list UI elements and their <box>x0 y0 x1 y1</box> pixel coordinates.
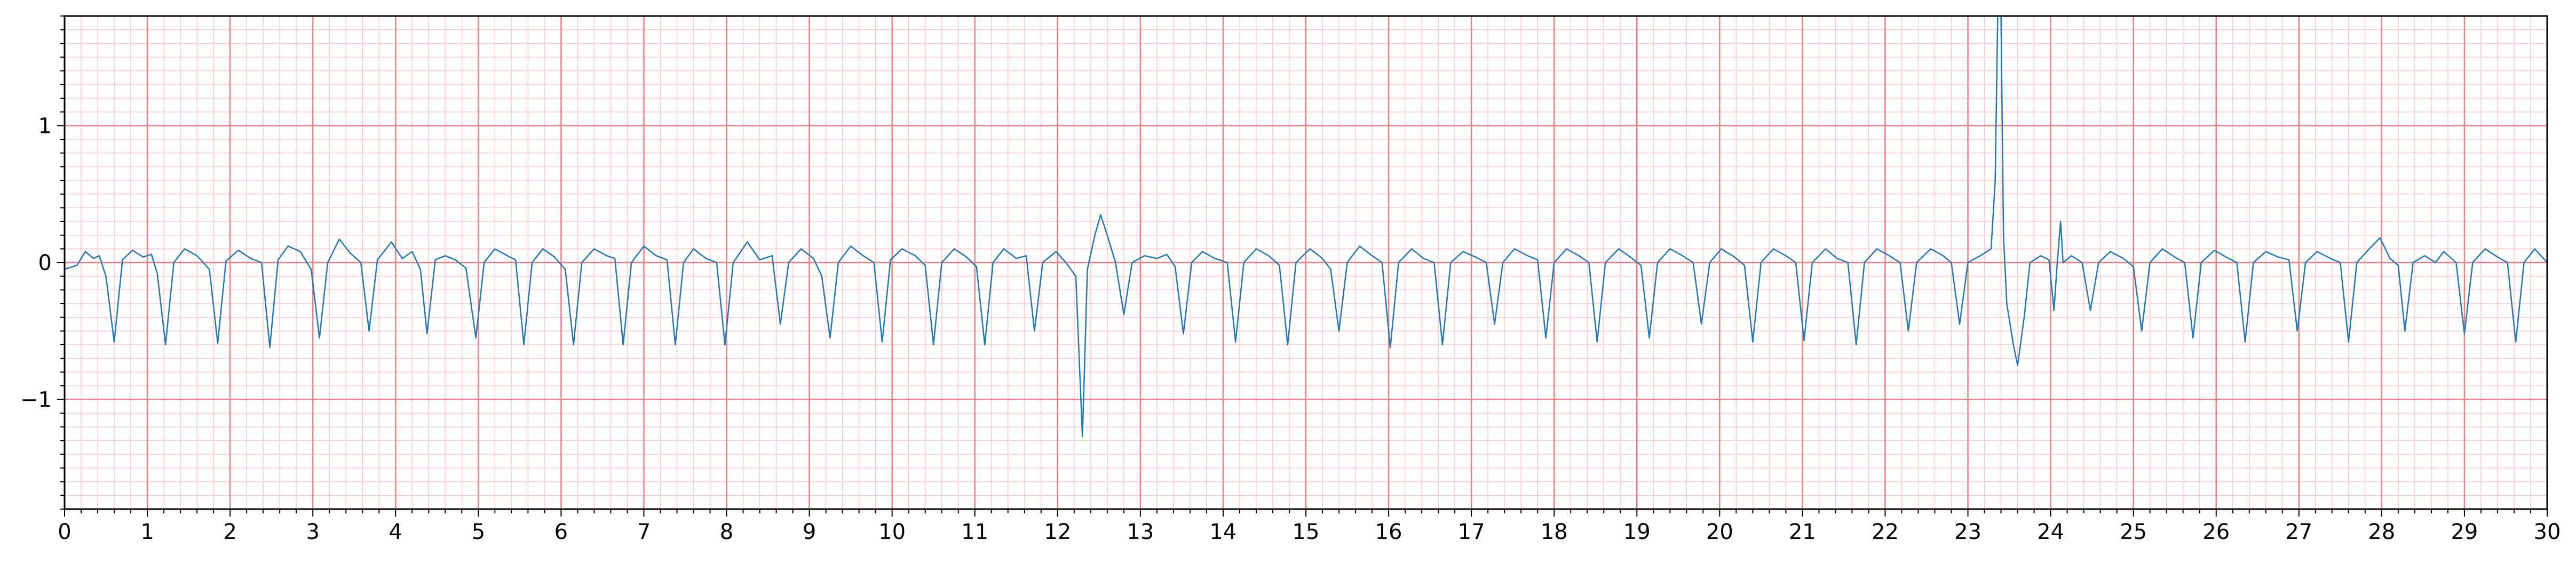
x-tick-label: 27 <box>2285 520 2312 544</box>
x-tick-label: 19 <box>1623 520 1651 544</box>
x-tick-label: 22 <box>1872 520 1899 544</box>
x-tick-label: 30 <box>2534 520 2561 544</box>
y-tick-label: −1 <box>20 388 52 413</box>
x-tick-label: 25 <box>2120 520 2147 544</box>
x-tick-label: 10 <box>878 520 906 544</box>
x-tick-label: 20 <box>1706 520 1733 544</box>
x-tick-label: 9 <box>803 520 816 544</box>
x-tick-label: 16 <box>1375 520 1402 544</box>
x-tick-label: 26 <box>2202 520 2230 544</box>
x-tick-label: 7 <box>637 520 651 544</box>
x-tick-label: 15 <box>1293 520 1320 544</box>
x-tick-label: 21 <box>1789 520 1816 544</box>
x-tick-label: 0 <box>58 520 71 544</box>
x-tick-label: 4 <box>389 520 402 544</box>
x-tick-label: 23 <box>1954 520 1981 544</box>
x-tick-label: 1 <box>140 520 154 544</box>
x-tick-label: 24 <box>2037 520 2064 544</box>
series-layer <box>64 15 2548 438</box>
x-tick-label: 14 <box>1209 520 1237 544</box>
x-tick-label: 3 <box>306 520 319 544</box>
x-tick-label: 2 <box>223 520 236 544</box>
x-tick-label: 8 <box>720 520 733 544</box>
x-tick-label: 18 <box>1541 520 1568 544</box>
x-tick-label: 28 <box>2368 520 2395 544</box>
x-tick-label: 29 <box>2451 520 2478 544</box>
x-tick-label: 17 <box>1458 520 1485 544</box>
x-tick-label: 12 <box>1044 520 1071 544</box>
ecg-trace-line <box>64 15 2548 438</box>
x-tick-label: 11 <box>961 520 988 544</box>
x-tick-label: 6 <box>554 520 568 544</box>
y-tick-label: 1 <box>38 114 52 138</box>
y-axis-ticks: 1 0 −1 <box>20 15 65 510</box>
x-axis-ticks: 0 1 2 3 4 5 6 7 8 9 10 11 12 13 14 15 16 17 18 19 20 21 22 23 24… <box>58 509 2561 544</box>
y-tick-label: 0 <box>38 251 52 275</box>
x-tick-label: 5 <box>472 520 485 544</box>
x-tick-label: 13 <box>1127 520 1154 544</box>
